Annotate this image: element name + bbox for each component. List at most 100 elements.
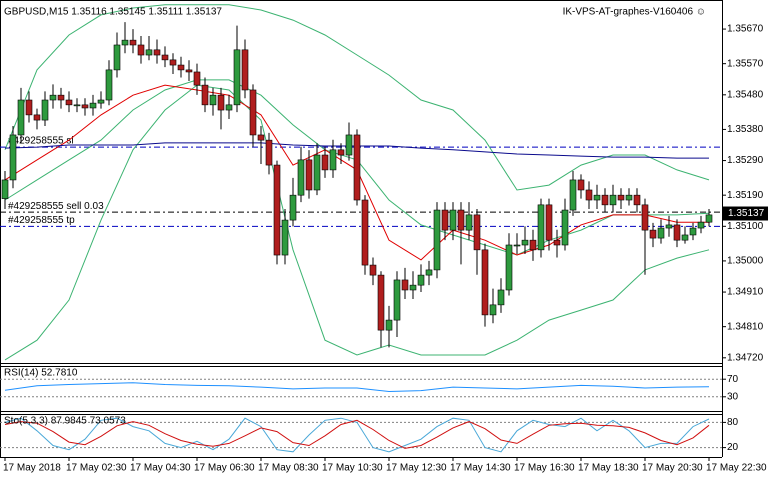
order-level-label: #429258555 sl [8,136,74,147]
candle-body [649,229,657,239]
candle-body [417,274,425,286]
y-tick-label: 70 [727,374,739,385]
candle-body [217,94,225,111]
candle-body [329,149,337,171]
candle-body [73,104,81,107]
indicator-line [4,417,710,453]
indicator-line [4,382,710,393]
y-tick-label: 1.35480 [727,89,764,100]
candle-body [161,54,169,61]
candle-body [257,134,265,141]
candle-body [201,84,209,106]
candle-body [193,71,201,86]
x-tick-label: 17 May 18:30 [578,463,639,474]
candle-body [513,244,521,247]
candle-body [33,114,41,121]
candle-body [537,204,545,251]
candle-body [585,189,593,201]
candle-body [401,279,409,291]
y-tick-label: 1.35000 [727,256,764,267]
candle-body [505,244,513,291]
candle-body [409,284,417,291]
candle-body [441,209,449,231]
candle-body [233,49,241,106]
indicator-line [4,4,710,191]
candle-body [385,319,393,331]
candle-body [553,239,561,246]
candle-body [673,224,681,241]
candle-body [105,69,113,101]
candle-body [337,149,345,156]
candle-body [633,194,641,206]
candle-body [657,227,665,239]
indicator-line [4,84,710,361]
candle-body [481,249,489,316]
candle-body [49,94,57,101]
y-tick-label: 20 [727,442,739,453]
candle-body [433,209,441,271]
candle-body [185,69,193,73]
chart-title: GBPUSD,M15 1.35116 1.35145 1.35111 1.351… [4,7,222,18]
candle-body [345,134,353,156]
candle-body [289,194,297,221]
candle-body [169,59,177,66]
candle-body [705,214,713,223]
candle-body [97,99,105,104]
candle-body [297,159,305,196]
x-tick-label: 17 May 16:30 [514,463,575,474]
x-tick-label: 17 May 02:30 [66,463,127,474]
x-tick-label: 17 May 22:30 [706,463,767,474]
y-tick-label: 80 [727,417,739,428]
candle-body [473,214,481,251]
candle-body [641,204,649,231]
candle-body [321,154,329,171]
candle-body [465,214,473,231]
x-tick-label: 17 May 06:30 [194,463,255,474]
rsi-title: RSI(14) 52.7810 [4,368,78,379]
candle-body [41,99,49,121]
candle-body [369,264,377,276]
candle-body [281,219,289,256]
candle-body [249,89,257,136]
candle-body [177,64,185,71]
stochastic-title: Sto(5,3,3) 87.9845 73.0573 [4,416,126,427]
candle-body [265,139,273,166]
candle-body [225,104,233,111]
candle-body [313,154,321,191]
candle-body [129,39,137,46]
candle-body [89,102,97,109]
candle-body [145,49,153,56]
candle-body [137,44,145,56]
price-box [723,206,768,221]
candle-body [457,209,465,231]
plot-area: 1.35670 1.35570 1.35480 1.35380 1.35290 1.351… [0,4,768,474]
candle-body [57,94,65,101]
candle-body [241,49,249,91]
candle-body [81,104,89,109]
candle-body [25,99,33,116]
candle-body [361,199,369,266]
candle-body [17,99,25,136]
candle-body [273,164,281,256]
watermark: IK-VPS-AT-graphes-V160406 ☺ [563,7,706,18]
candle-body [529,239,537,251]
candle-body [425,269,433,276]
candle-body [593,194,601,201]
candle-body [393,279,401,321]
x-tick-label: 17 May 20:30 [642,463,703,474]
candle-body [1,179,9,199]
candle-body [609,194,617,206]
x-tick-label: 17 May 14:30 [450,463,511,474]
y-tick-label: 1.35570 [727,58,764,69]
y-tick-label: 1.35190 [727,190,764,201]
y-tick-label: 1.35100 [727,221,764,232]
candle-body [545,204,553,241]
candle-body [153,49,161,56]
y-tick-label: 30 [727,391,739,402]
candle-body [569,179,577,211]
y-tick-label: 1.35290 [727,155,764,166]
candle-body [65,99,73,106]
y-tick-label: 1.35380 [727,124,764,135]
order-level-label: #429258555 tp [8,215,75,226]
